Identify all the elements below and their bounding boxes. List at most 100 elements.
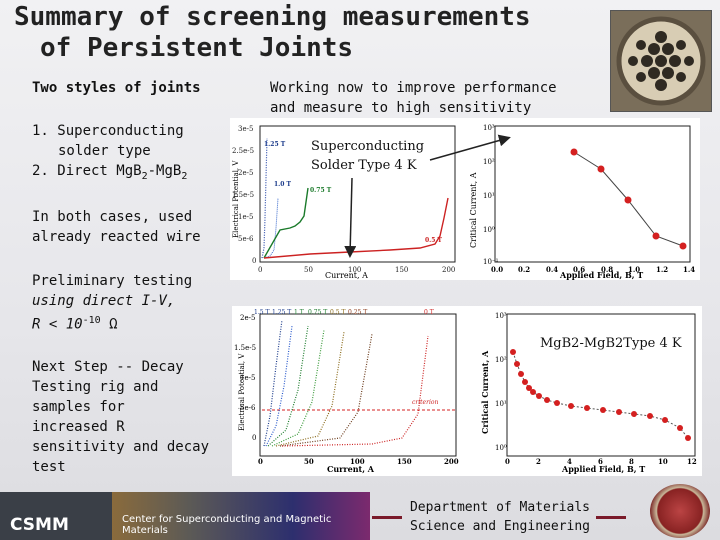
data-point: [530, 389, 536, 395]
mgb2-annotation: MgB2-MgB2Type 4 K: [540, 336, 682, 351]
tick-label: 1e-5: [240, 374, 255, 382]
tick-label: 6: [598, 457, 603, 466]
tick-label: 2e-5: [238, 169, 253, 177]
bottom-left-ylabel: Electrical Potential, V: [238, 353, 246, 431]
tick-label: 5e-6: [240, 404, 256, 412]
iv-curve: [279, 333, 373, 447]
data-point: [624, 196, 632, 204]
top-right-xlabel: Applied Field, B, T: [559, 270, 643, 280]
department-name: Department of Materials Science and Engi…: [409, 500, 590, 534]
iv-curve: [263, 187, 309, 259]
tick-label: 100: [350, 457, 365, 466]
tick-label: 10⁻¹: [483, 258, 499, 266]
field-label: 1.5 T: [254, 309, 269, 316]
tick-label: 1.4: [683, 265, 695, 274]
csmm-logo: CSMM: [0, 492, 112, 540]
divider: [372, 516, 402, 519]
reacted-wire-note: In both cases, used already reacted wire: [32, 209, 201, 245]
joint-styles-list: 1. Superconducting solder type 2. Direct…: [32, 121, 187, 187]
bottom-left-xlabel: Current, A: [327, 464, 375, 474]
tick-label: 10¹: [495, 400, 507, 408]
divider: [596, 516, 626, 519]
tick-label: 1.2: [656, 265, 668, 274]
data-point: [554, 400, 560, 406]
data-point: [522, 379, 528, 385]
data-point: [570, 148, 578, 156]
tick-label: 10³: [483, 124, 495, 132]
tick-label: 150: [397, 457, 412, 466]
next-step-note: Next Step -- Decay Testing rig and sampl…: [32, 359, 210, 475]
field-label: 1.25 T: [272, 309, 291, 316]
tick-label: 10⁰: [483, 226, 495, 234]
data-point: [584, 405, 590, 411]
tick-label: 0: [505, 457, 510, 466]
data-point: [526, 385, 532, 391]
iv-curve: [263, 319, 283, 447]
data-point: [616, 409, 622, 415]
field-label: 0.25 T: [348, 309, 367, 316]
iv-curve: [263, 197, 449, 259]
center-name: Center for Superconducting and Magnetic …: [122, 514, 332, 536]
bottom-right-xlabel: Applied Field, B, T: [561, 464, 645, 474]
tick-label: 50: [304, 457, 314, 466]
data-point: [544, 397, 550, 403]
tick-label: 0.4: [546, 265, 558, 274]
iv-curve: [265, 325, 293, 447]
iv-curve: [261, 137, 268, 259]
field-label: 1.25 T: [264, 141, 286, 148]
top-left-xlabel: Current, A: [325, 271, 368, 280]
tick-label: 1.5e-5: [232, 191, 254, 199]
tick-label: 0: [252, 257, 256, 265]
tick-label: 0: [252, 434, 256, 442]
tick-label: 0.0: [491, 265, 503, 274]
tick-label: 10²: [483, 158, 495, 166]
tick-label: 0: [258, 457, 263, 466]
tick-label: 0.8: [601, 265, 613, 274]
field-label: 0.5 T: [330, 309, 345, 316]
iv-curve: [271, 329, 325, 447]
tick-label: 1e-5: [238, 213, 253, 221]
field-label: 0.5 T: [425, 237, 443, 244]
tick-label: 1.5e-5: [234, 344, 256, 352]
data-point: [685, 435, 691, 441]
data-point: [518, 371, 524, 377]
data-point: [600, 407, 606, 413]
field-label: 1 T: [294, 309, 304, 316]
top-right-ylabel: Critical Current, A: [469, 172, 478, 248]
data-point: [631, 411, 637, 417]
tick-label: 8: [629, 457, 634, 466]
tick-label: 10³: [495, 312, 507, 320]
data-point: [662, 417, 668, 423]
tick-label: 150: [395, 266, 408, 274]
tick-label: 10²: [495, 356, 507, 364]
data-point: [647, 413, 653, 419]
solder-annotation: Superconducting Solder Type 4 K: [311, 139, 425, 173]
tick-label: 200: [444, 457, 459, 466]
tick-label: 100: [348, 266, 361, 274]
top-left-ylabel: Electrical Potential, V: [232, 160, 240, 238]
tick-label: 4: [567, 457, 572, 466]
iv-curve: [263, 197, 279, 259]
tick-label: 5e-6: [238, 235, 254, 243]
tick-label: 200: [442, 266, 455, 274]
tick-label: 2: [536, 457, 541, 466]
data-point: [597, 165, 605, 173]
list-item: 1. Superconducting: [32, 123, 184, 139]
tick-label: 2.5e-5: [232, 147, 254, 155]
data-point: [536, 393, 542, 399]
criterion-label: criterion: [412, 399, 439, 406]
iv-curve: [281, 335, 429, 447]
mgb2-joint-figure: Electrical Potential, V Current, A 2e-5 …: [232, 306, 702, 476]
field-label: 0.75 T: [310, 187, 332, 194]
list-item: 2. Direct MgB2-MgB2: [32, 163, 188, 182]
list-item: solder type: [58, 143, 151, 159]
data-point: [514, 361, 520, 367]
tick-label: 10⁰: [495, 444, 507, 452]
tick-label: 0: [258, 266, 262, 274]
slide-title: Summary of screening measurements of Per…: [14, 2, 531, 63]
university-seal-icon: [650, 484, 710, 538]
data-point: [652, 232, 660, 240]
right-heading: Working now to improve performance and m…: [270, 80, 557, 116]
tick-label: 12: [687, 457, 697, 466]
iv-curve: [267, 325, 309, 447]
